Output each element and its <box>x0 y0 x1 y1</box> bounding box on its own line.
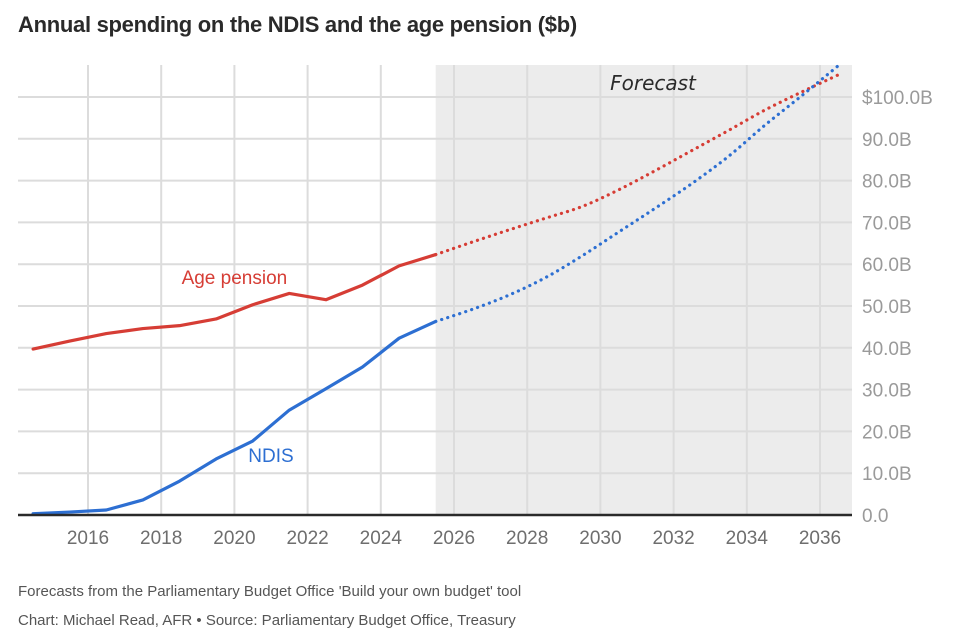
x-tick-label: 2036 <box>799 528 841 549</box>
y-tick-label: 10.0B <box>862 464 912 485</box>
series-annotations: Age pension NDIS <box>182 268 294 467</box>
y-tick-label: $100.0B <box>862 88 933 109</box>
y-tick-label: 70.0B <box>862 213 912 234</box>
age-pension-actual-line <box>31 252 438 351</box>
x-tick-label: 2020 <box>213 528 255 549</box>
y-axis-ticks: 0.0 10.0B 20.0B 30.0B 40.0B 50.0B 60.0B 70.0B 80… <box>862 88 933 527</box>
x-tick-label: 2018 <box>140 528 182 549</box>
forecast-label: Forecast <box>610 71 697 95</box>
x-tick-label: 2024 <box>360 528 403 549</box>
footer-note: Forecasts from the Parliamentary Budget … <box>18 583 522 600</box>
y-tick-label: 50.0B <box>862 297 912 318</box>
forecast-region <box>435 65 852 515</box>
x-tick-label: 2016 <box>67 528 109 549</box>
x-tick-label: 2030 <box>579 528 621 549</box>
ndis-actual-line <box>31 319 438 516</box>
ndis-forecast-line <box>434 64 840 324</box>
x-tick-label: 2026 <box>433 528 475 549</box>
x-tick-label: 2032 <box>652 528 694 549</box>
series-layer <box>31 64 840 516</box>
x-gridlines <box>87 65 821 515</box>
y-tick-label: 20.0B <box>862 422 912 443</box>
age-pension-forecast-line <box>434 73 840 257</box>
age-pension-label: Age pension <box>182 268 288 289</box>
chart-title: Annual spending on the NDIS and the age … <box>18 12 577 37</box>
y-tick-label: 40.0B <box>862 339 912 360</box>
x-axis-ticks: 2016 2018 2020 2022 2024 2026 2028 2030 2032 2034… <box>67 528 841 549</box>
x-tick-label: 2034 <box>726 528 769 549</box>
x-tick-label: 2028 <box>506 528 548 549</box>
y-tick-label: 0.0 <box>862 506 888 527</box>
ndis-label: NDIS <box>248 446 293 467</box>
footer-credit: Chart: Michael Read, AFR • Source: Parli… <box>18 612 516 629</box>
y-tick-label: 30.0B <box>862 381 912 402</box>
y-tick-label: 60.0B <box>862 255 912 276</box>
y-tick-label: 80.0B <box>862 172 912 193</box>
x-tick-label: 2022 <box>286 528 328 549</box>
y-tick-label: 90.0B <box>862 130 912 151</box>
